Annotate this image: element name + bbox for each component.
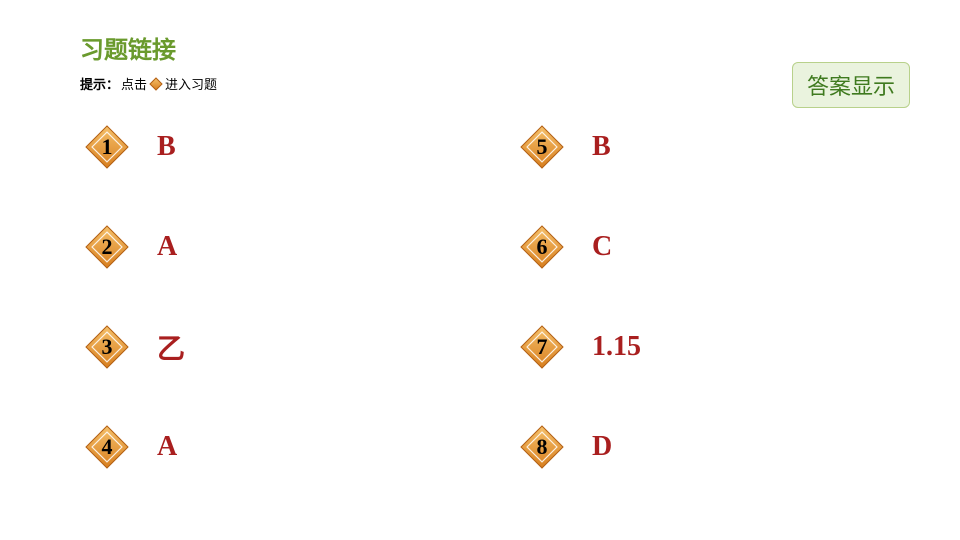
question-item-6: 6 C <box>520 225 612 269</box>
question-diamond-6[interactable]: 6 <box>520 225 564 269</box>
hint-after: 进入习题 <box>165 74 217 93</box>
question-answer: A <box>157 231 177 263</box>
question-item-3: 3 乙 <box>85 325 185 369</box>
hint-before: 点击 <box>121 74 147 93</box>
answer-display-badge[interactable]: 答案显示 <box>792 62 910 108</box>
page-title: 习题链接 <box>80 30 176 65</box>
question-number: 8 <box>537 434 548 460</box>
hint-label: 提示： <box>80 74 119 93</box>
question-answer: B <box>157 131 176 163</box>
question-item-8: 8 D <box>520 425 612 469</box>
question-diamond-2[interactable]: 2 <box>85 225 129 269</box>
question-number: 4 <box>102 434 113 460</box>
question-diamond-7[interactable]: 7 <box>520 325 564 369</box>
question-number: 5 <box>537 134 548 160</box>
question-diamond-5[interactable]: 5 <box>520 125 564 169</box>
question-item-1: 1 B <box>85 125 176 169</box>
question-diamond-3[interactable]: 3 <box>85 325 129 369</box>
hint-diamond-icon[interactable] <box>149 77 163 91</box>
question-number: 3 <box>102 334 113 360</box>
question-item-5: 5 B <box>520 125 611 169</box>
question-answer: A <box>157 431 177 463</box>
question-diamond-4[interactable]: 4 <box>85 425 129 469</box>
question-answer: D <box>592 431 612 463</box>
question-diamond-1[interactable]: 1 <box>85 125 129 169</box>
hint-row: 提示： 点击 进入习题 <box>80 74 217 93</box>
question-answer: C <box>592 231 612 263</box>
question-number: 1 <box>102 134 113 160</box>
question-diamond-8[interactable]: 8 <box>520 425 564 469</box>
question-number: 6 <box>537 234 548 260</box>
question-answer: 1.15 <box>592 331 641 363</box>
question-item-4: 4 A <box>85 425 177 469</box>
question-item-7: 7 1.15 <box>520 325 641 369</box>
question-item-2: 2 A <box>85 225 177 269</box>
question-number: 2 <box>102 234 113 260</box>
question-answer: B <box>592 131 611 163</box>
question-number: 7 <box>537 334 548 360</box>
question-answer: 乙 <box>157 327 185 367</box>
